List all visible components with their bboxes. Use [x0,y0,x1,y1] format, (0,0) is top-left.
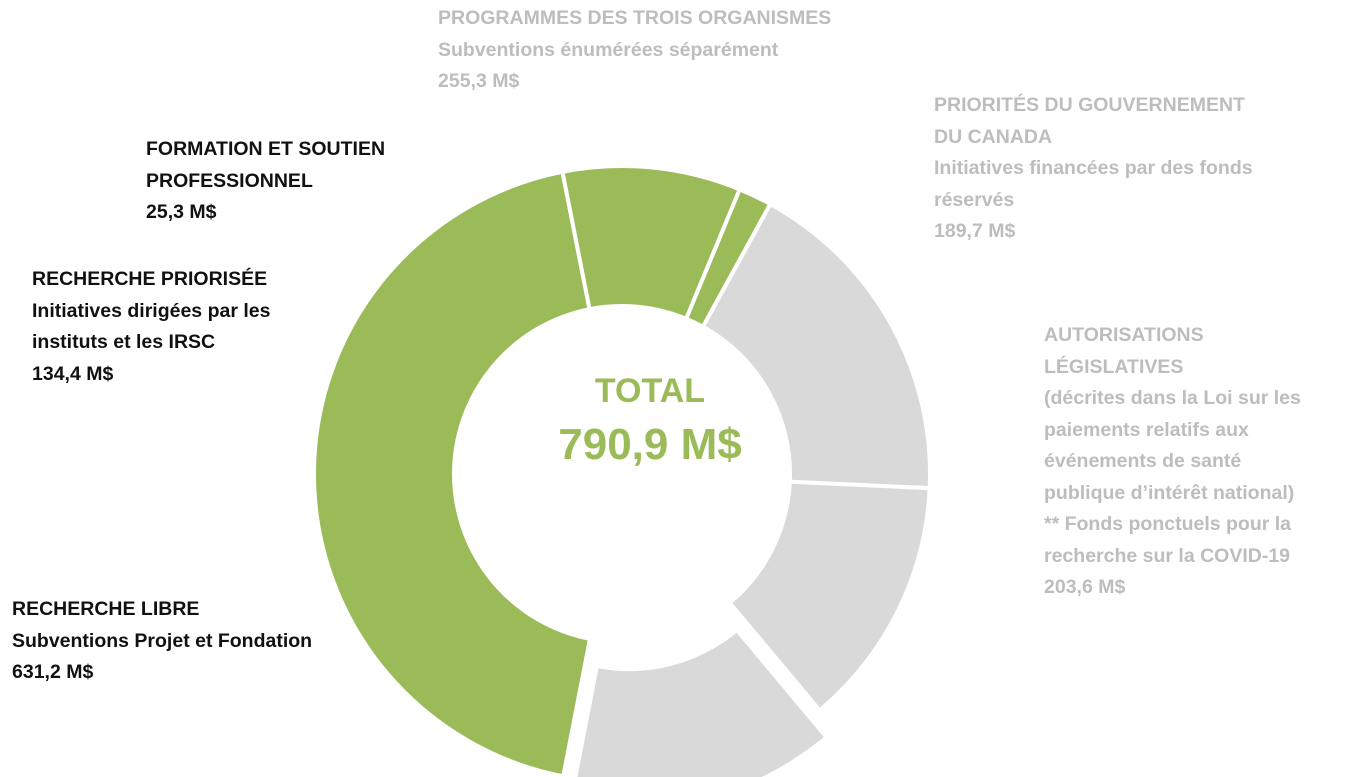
label-line: événements de santé [1044,450,1242,472]
donut-slice-libre [312,169,593,777]
label-line: instituts et les IRSC [32,331,216,353]
center-total-value: 790,9 M$ [558,420,742,469]
donut-slice-priorites [726,479,932,714]
label-line: FORMATION ET SOUTIEN [146,138,386,160]
label-value: 25,3 M$ [146,201,217,223]
label-line: publique d’intérêt national) [1044,481,1295,504]
label-line: Subventions Projet et Fondation [12,629,313,652]
donut-slice-programmes [700,201,932,491]
label-autorisations-legislatives: AUTORISATIONS LÉGISLATIVES (décrites dan… [1044,320,1301,604]
label-line: Initiatives financées par des fonds [934,157,1253,179]
label-line: réservés [934,188,1015,211]
label-formation-soutien: FORMATION ET SOUTIEN PROFESSIONNEL 25,3 … [146,134,385,229]
label-line: PROFESSIONNEL [146,169,313,192]
label-line: paiements relatifs aux [1044,418,1249,441]
label-line: RECHERCHE LIBRE [12,598,200,620]
label-value: 189,7 M$ [934,220,1016,242]
label-line: AUTORISATIONS [1044,324,1204,346]
label-programmes-trois-organismes: PROGRAMMES DES TROIS ORGANISMES Subventi… [438,3,831,98]
label-value: 631,2 M$ [12,661,94,683]
label-line: ** Fonds ponctuels pour la [1044,513,1292,535]
label-value: 255,3 M$ [438,70,520,92]
label-line: PROGRAMMES DES TROIS ORGANISMES [438,7,832,29]
label-value: 134,4 M$ [32,362,114,385]
label-recherche-libre: RECHERCHE LIBRE Subventions Projet et Fo… [12,594,312,689]
label-recherche-priorisee: RECHERCHE PRIORISÉE Initiatives dirigées… [32,264,270,390]
label-line: recherche sur la COVID-19 [1044,544,1291,567]
label-priorites-gouvernement: PRIORITÉS DU GOUVERNEMENT DU CANADA Init… [934,90,1253,248]
label-line: Initiatives dirigées par les [32,299,271,322]
label-line: Subventions énumérées séparément [438,38,779,61]
center-total-title: TOTAL [594,372,706,410]
label-value: 203,6 M$ [1044,576,1126,598]
label-line: (décrites dans la Loi sur les [1044,387,1301,409]
label-line: PRIORITÉS DU GOUVERNEMENT [934,94,1245,116]
label-line: RECHERCHE PRIORISÉE [32,268,268,290]
donut-slice-autorisations [573,627,830,777]
label-line: DU CANADA [934,125,1053,148]
label-line: LÉGISLATIVES [1044,355,1184,378]
